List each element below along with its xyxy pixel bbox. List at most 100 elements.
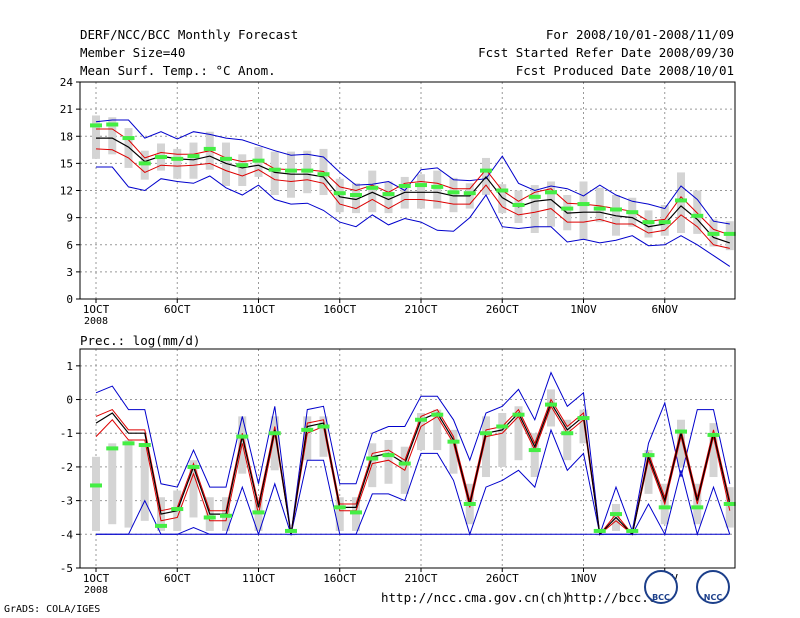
median-marker [561,431,574,436]
median-marker [268,431,281,436]
median-marker [187,154,200,159]
spread-bar [449,429,458,474]
spread-bar [189,142,198,179]
median-marker [723,501,736,506]
median-marker [252,158,265,163]
y-tick-label: 21 [60,103,73,116]
series-line-upper [96,128,730,236]
x-tick-label: 1NOV [570,303,597,316]
median-marker [610,207,622,212]
median-marker [675,429,687,434]
median-marker [658,220,671,225]
spread-bar [335,497,344,531]
spread-bar [514,406,523,461]
median-marker [301,427,314,432]
median-marker [155,523,167,528]
spread-bar [303,416,312,461]
median-marker [138,161,151,166]
forecast-period: For 2008/10/01-2008/11/09 [545,27,734,42]
spread-bar [579,181,588,240]
median-marker [203,515,216,520]
y-tick-label: 24 [60,76,74,89]
y-tick-label: 1 [66,360,73,373]
x-tick-label: 11OCT [242,303,275,316]
precip-title: Prec.: log(mm/d) [80,333,200,348]
y-tick-label: 6 [66,239,73,252]
median-marker [106,122,119,127]
plot-frame [79,348,736,569]
ncc-url[interactable]: http://ncc.cma.gov.cn(ch) [381,590,570,605]
median-marker [382,192,395,197]
spread-bar [547,389,555,427]
spread-bar [417,174,425,209]
median-marker [382,453,395,458]
spread-bar [319,416,328,457]
median-marker [90,483,102,488]
median-marker [415,417,427,422]
series-line-max [95,119,730,225]
median-marker [707,432,720,437]
spread-bar [530,185,539,233]
median-marker [610,512,622,517]
spread-bar [677,172,685,233]
y-tick-label: 12 [60,185,73,198]
x-tick-label: 21OCT [404,303,437,316]
spread-bar [498,184,507,214]
median-marker [350,510,362,515]
median-marker [155,155,167,160]
median-marker [203,146,216,151]
y-tick-label: -5 [60,562,73,575]
median-marker [301,168,314,173]
spread-bar [595,187,604,223]
spread-bar [124,128,133,168]
x-tick-label: 1OCT [83,572,110,585]
spread-bar [563,419,572,461]
median-marker [398,461,411,466]
spread-bar [693,190,702,234]
spread-bar [270,151,279,196]
median-marker [138,443,151,448]
median-marker [398,183,411,188]
series-line-lower [95,148,730,249]
median-marker [593,528,606,533]
y-tick-label: -1 [60,427,73,440]
spread-bar [725,487,734,528]
x-tick-label: 16OCT [323,303,356,316]
x-year-label: 2008 [84,585,108,596]
y-tick-label: -3 [60,495,73,508]
median-marker [90,123,102,128]
median-marker [333,505,346,510]
median-marker [317,424,330,429]
median-marker [561,206,574,211]
spread-bar [108,443,117,525]
median-marker [122,441,135,446]
series-line-mean [95,401,731,536]
median-marker [366,456,379,461]
median-marker [366,185,379,190]
fcst-started-date: Fcst Started Refer Date 2008/09/30 [478,45,734,60]
series-line-lower [95,405,731,536]
median-marker [691,213,704,218]
median-marker [496,188,509,193]
bcc-url[interactable]: http://bcc.c [566,590,657,605]
spread-bar [384,439,393,484]
median-marker [463,501,476,506]
spread-bar [270,416,279,471]
median-marker [447,439,460,444]
chart-title: DERF/NCC/BCC Monthly Forecast [80,27,299,42]
spread-bar [140,443,149,521]
median-marker [106,446,119,451]
series-line-min [96,166,731,267]
median-marker [512,412,525,417]
median-marker [642,220,655,225]
median-marker [577,416,590,421]
median-marker [528,448,541,453]
median-marker [707,231,720,236]
y-tick-label: 9 [66,212,73,225]
median-marker [431,184,444,189]
spread-bar [530,433,539,478]
median-marker [236,434,249,439]
fcst-produced-date: Fcst Produced Date 2008/10/01 [515,63,734,78]
median-marker [626,210,639,215]
